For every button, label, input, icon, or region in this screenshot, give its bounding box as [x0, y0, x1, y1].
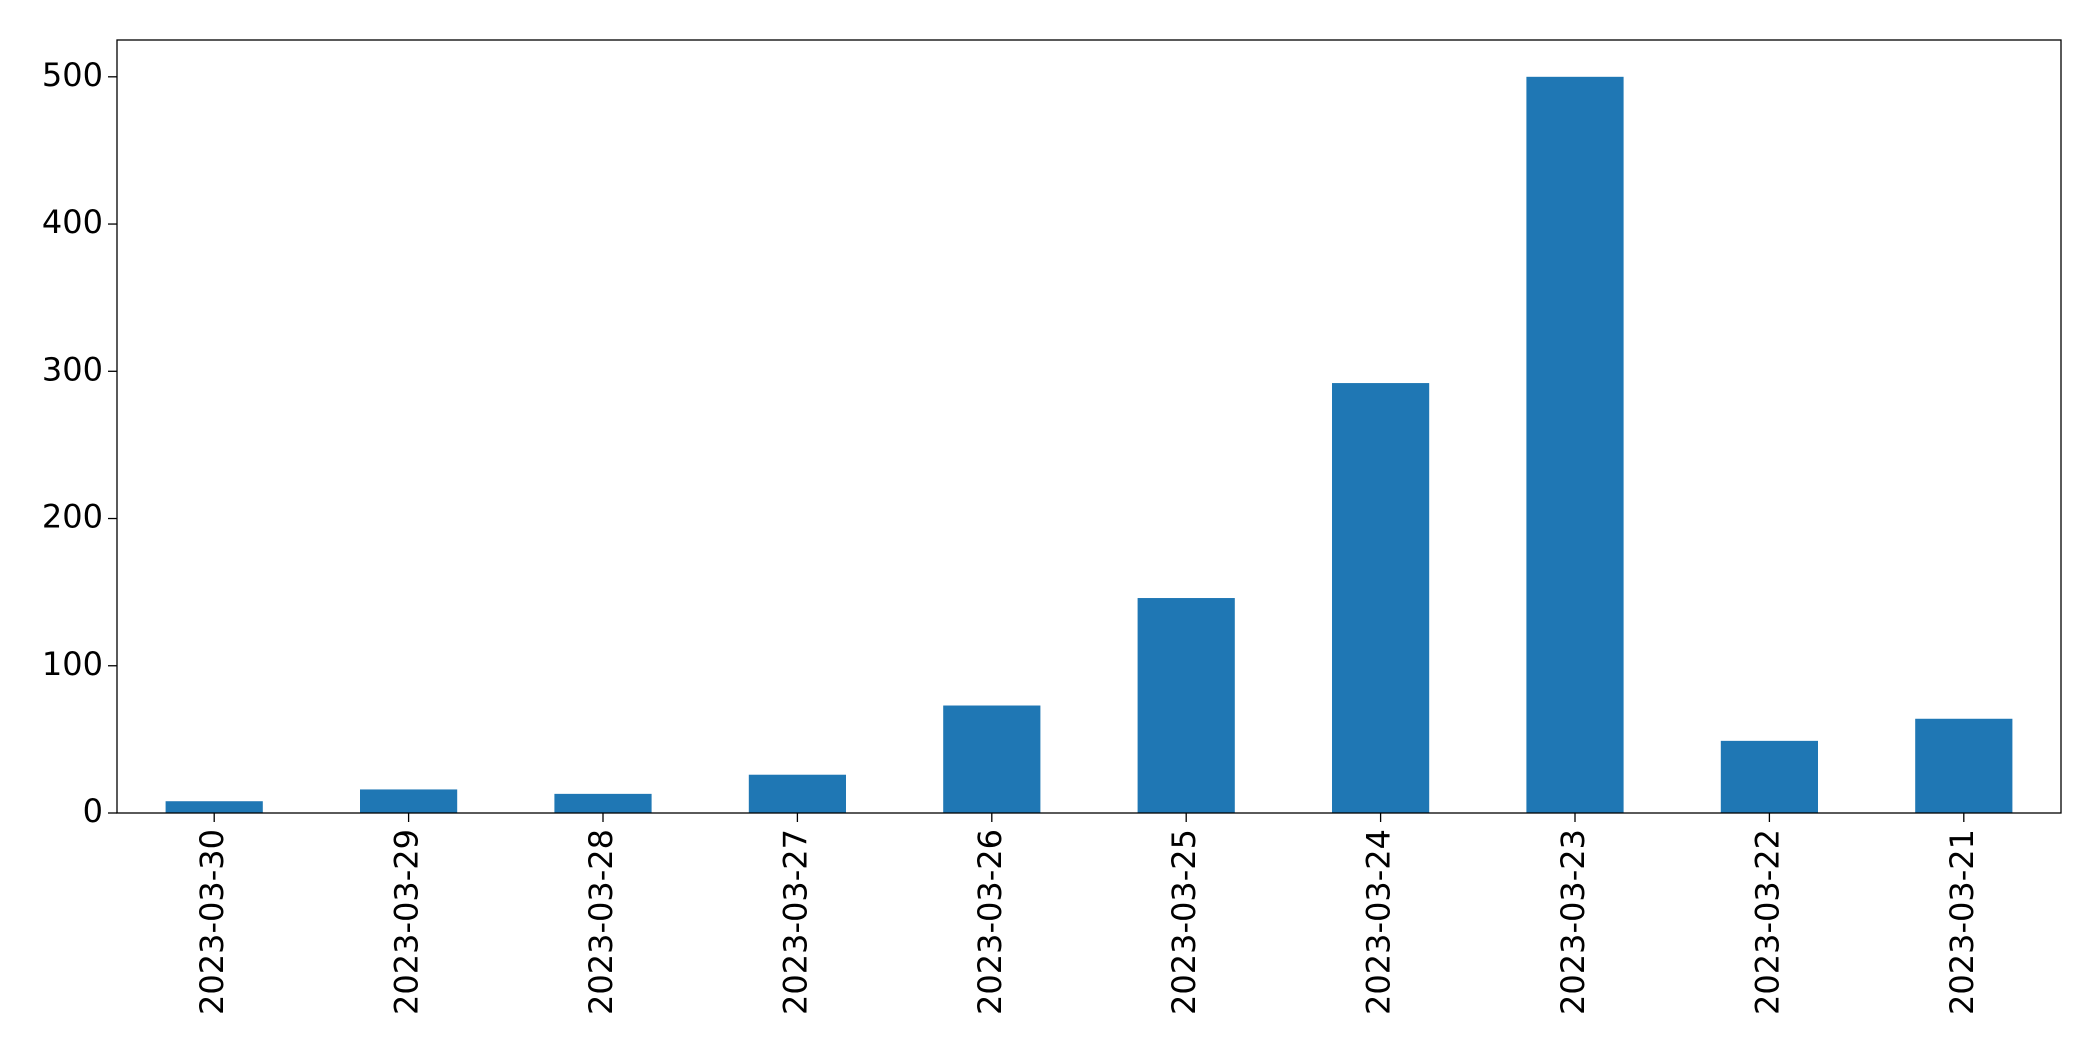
bar: [1526, 76, 1624, 814]
bar: [943, 705, 1041, 813]
x-tick-label: 2023-03-27: [776, 829, 814, 1015]
bar: [1137, 598, 1235, 813]
y-tick-label: 400: [42, 203, 103, 241]
bar: [1720, 740, 1818, 813]
y-tick-label: 500: [42, 56, 103, 94]
bar: [554, 793, 652, 813]
x-tick-label: 2023-03-21: [1943, 829, 1981, 1015]
x-tick-label: 2023-03-28: [582, 829, 620, 1015]
bar: [1915, 718, 2013, 813]
plot-frame: [116, 39, 2062, 814]
x-tick-label: 2023-03-24: [1360, 829, 1398, 1015]
x-tick-label: 2023-03-25: [1165, 829, 1203, 1015]
x-tick-label: 2023-03-26: [971, 829, 1009, 1015]
y-tick-label: 100: [42, 645, 103, 683]
y-tick-label: 300: [42, 350, 103, 388]
bar: [360, 789, 458, 813]
bar: [1332, 383, 1430, 813]
x-tick-label: 2023-03-30: [193, 829, 231, 1015]
y-tick-label: 200: [42, 498, 103, 536]
bar: [748, 774, 846, 813]
x-tick-label: 2023-03-23: [1554, 829, 1592, 1015]
y-tick-label: 0: [83, 792, 103, 830]
x-tick-label: 2023-03-22: [1748, 829, 1786, 1015]
x-tick-label: 2023-03-29: [388, 829, 426, 1015]
bar: [165, 801, 263, 813]
